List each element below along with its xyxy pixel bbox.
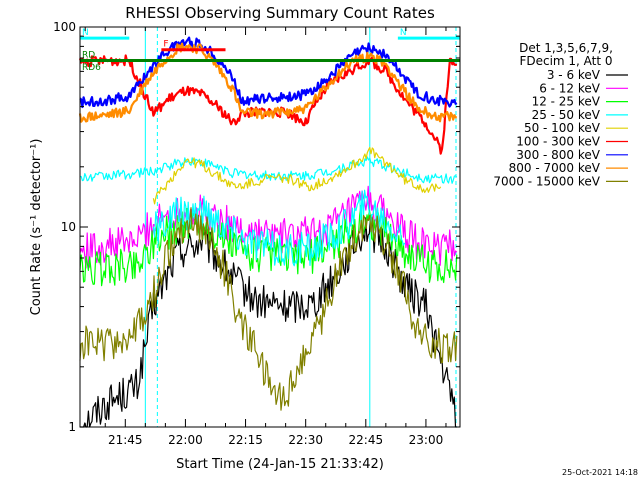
x-tick-label-0: 21:45: [108, 433, 143, 447]
series-7000-15000-kev: [78, 42, 458, 123]
status-bar-label-2: F: [163, 40, 168, 50]
footer-timestamp: 25-Oct-2021 14:18: [562, 468, 638, 477]
status-bar-label-1: N: [400, 28, 407, 38]
legend-label-0: 3 - 6 keV: [547, 68, 601, 82]
legend-label-3: 25 - 50 keV: [532, 108, 601, 122]
series-25-50-kev: [152, 189, 406, 267]
status-bar-label-3: RD: [82, 50, 95, 60]
x-tick-label-3: 22:30: [288, 433, 323, 447]
legend-label-7: 800 - 7000 keV: [509, 161, 601, 175]
y-tick-label-0: 1: [68, 420, 76, 434]
legend-label-8: 7000 - 15000 keV: [493, 174, 600, 188]
legend-label-6: 300 - 800 keV: [516, 148, 600, 162]
legend-label-5: 100 - 300 keV: [516, 135, 600, 149]
legend-header-line-1: Det 1,3,5,6,7,9,: [519, 41, 613, 55]
chart-title: RHESSI Observing Summary Count Rates: [125, 4, 435, 22]
x-tick-label-5: 23:00: [409, 433, 444, 447]
y-tick-label-2: 100: [53, 20, 76, 34]
status-bar-label-0: N: [82, 28, 89, 38]
legend-label-4: 50 - 100 keV: [524, 121, 601, 135]
x-tick-label-2: 22:15: [228, 433, 263, 447]
series-100-300-kev: [152, 146, 442, 205]
y-axis-label: Count Rate (s⁻¹ detector⁻¹): [29, 139, 44, 316]
x-tick-label-4: 22:45: [349, 433, 384, 447]
series-extra-olive: [79, 207, 458, 411]
legend-label-2: 12 - 25 keV: [532, 95, 601, 109]
x-axis-label: Start Time (24-Jan-15 21:33:42): [176, 457, 384, 472]
data-layer: N N F RD RD6: [78, 27, 461, 428]
x-tick-label-1: 22:00: [168, 433, 203, 447]
series-800-7000-kev: [79, 36, 458, 109]
axes-layer: 1 10 100 21:45 22:00 22:15 22:30 22:45 23:00: [53, 20, 461, 447]
legend-header-line-2: FDecim 1, Att 0: [519, 54, 612, 68]
y-tick-label-1: 10: [61, 220, 76, 234]
legend-label-1: 6 - 12 keV: [539, 81, 601, 95]
annotation-rd6: RD6: [82, 63, 101, 73]
series-12-25-kev: [79, 205, 458, 287]
